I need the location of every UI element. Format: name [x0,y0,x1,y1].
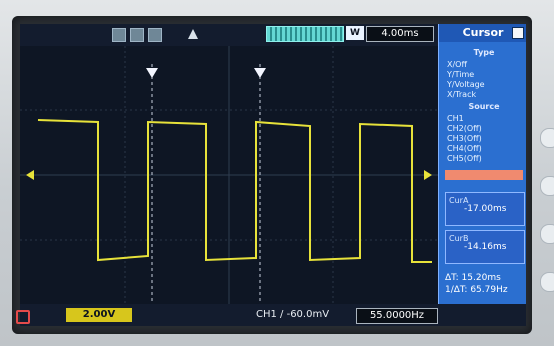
cursor-a-value: -17.00ms [464,204,507,214]
source-section-title: Source [468,102,500,111]
cursor-measurements: ΔT: 15.20ms 1/ΔT: 65.79Hz [445,272,523,300]
ch1-square-wave [37,119,432,263]
selected-menu-highlight [445,170,523,180]
trigger-level-marker-icon[interactable] [424,170,432,180]
bottom-status-bar: 2.00V CH1 / -60.0mV 55.0000Hz [20,304,526,326]
type-item[interactable]: X/Off [447,60,467,69]
cursor-b-label: CurB [449,234,469,243]
front-panel-knob[interactable] [540,224,554,244]
grid-lines [20,46,438,304]
front-panel-knob[interactable] [540,128,554,148]
cursor-marker-b-icon[interactable] [254,68,266,78]
cursor-menu-panel: Cursor Type X/Off Y/Time Y/Voltage X/Tra… [438,24,526,304]
front-panel-knob[interactable] [540,272,554,292]
cursor-marker-a-icon[interactable] [146,68,158,78]
ch1-scale-badge[interactable]: 2.00V [66,308,132,322]
delta-time: ΔT: 15.20ms [445,273,501,283]
trigger-position-indicator [266,26,344,42]
oscilloscope-screen: W 4.00ms [20,24,526,326]
type-item[interactable]: Y/Voltage [447,80,485,89]
power-indicator-icon [16,310,30,324]
cursor-panel-title: Cursor [439,24,526,42]
grid-dotted [20,46,438,304]
waveform-grid [20,46,438,304]
trigger-info: CH1 / -60.0mV [256,309,330,320]
cursor-a-label: CurA [449,196,469,205]
run-status-icon [112,28,126,42]
type-item[interactable]: Y/Time [447,70,475,79]
cursor-lines [151,64,261,304]
source-item[interactable]: CH2(Off) [447,124,482,133]
cursor-a-block[interactable]: CurA -17.00ms [445,192,525,226]
top-icons [112,28,162,42]
trigger-mode-icon [188,29,198,39]
cursor-b-block[interactable]: CurB -14.16ms [445,230,525,264]
source-item[interactable]: CH3(Off) [447,134,482,143]
cursor-b-value: -14.16ms [464,242,507,252]
channel-icon [148,28,162,42]
front-panel-knob[interactable] [540,176,554,196]
type-item[interactable]: X/Track [447,90,477,99]
source-item[interactable]: CH5(Off) [447,154,482,163]
display-mode-icon [130,28,144,42]
close-icon[interactable] [512,27,524,39]
waveform-svg [20,46,438,304]
delta-frequency: 1/ΔT: 65.79Hz [445,285,508,295]
top-status-bar: W 4.00ms [20,24,438,46]
type-section-title: Type [473,48,495,57]
ch1-ground-marker-icon [26,170,34,180]
timebase-badge: W [346,26,364,40]
timebase-value: 4.00ms [366,26,434,42]
cursor-menu: Type X/Off Y/Time Y/Voltage X/Track Sour… [445,46,523,180]
frequency-counter: 55.0000Hz [356,308,438,324]
source-item[interactable]: CH1 [447,114,464,123]
source-item[interactable]: CH4(Off) [447,144,482,153]
